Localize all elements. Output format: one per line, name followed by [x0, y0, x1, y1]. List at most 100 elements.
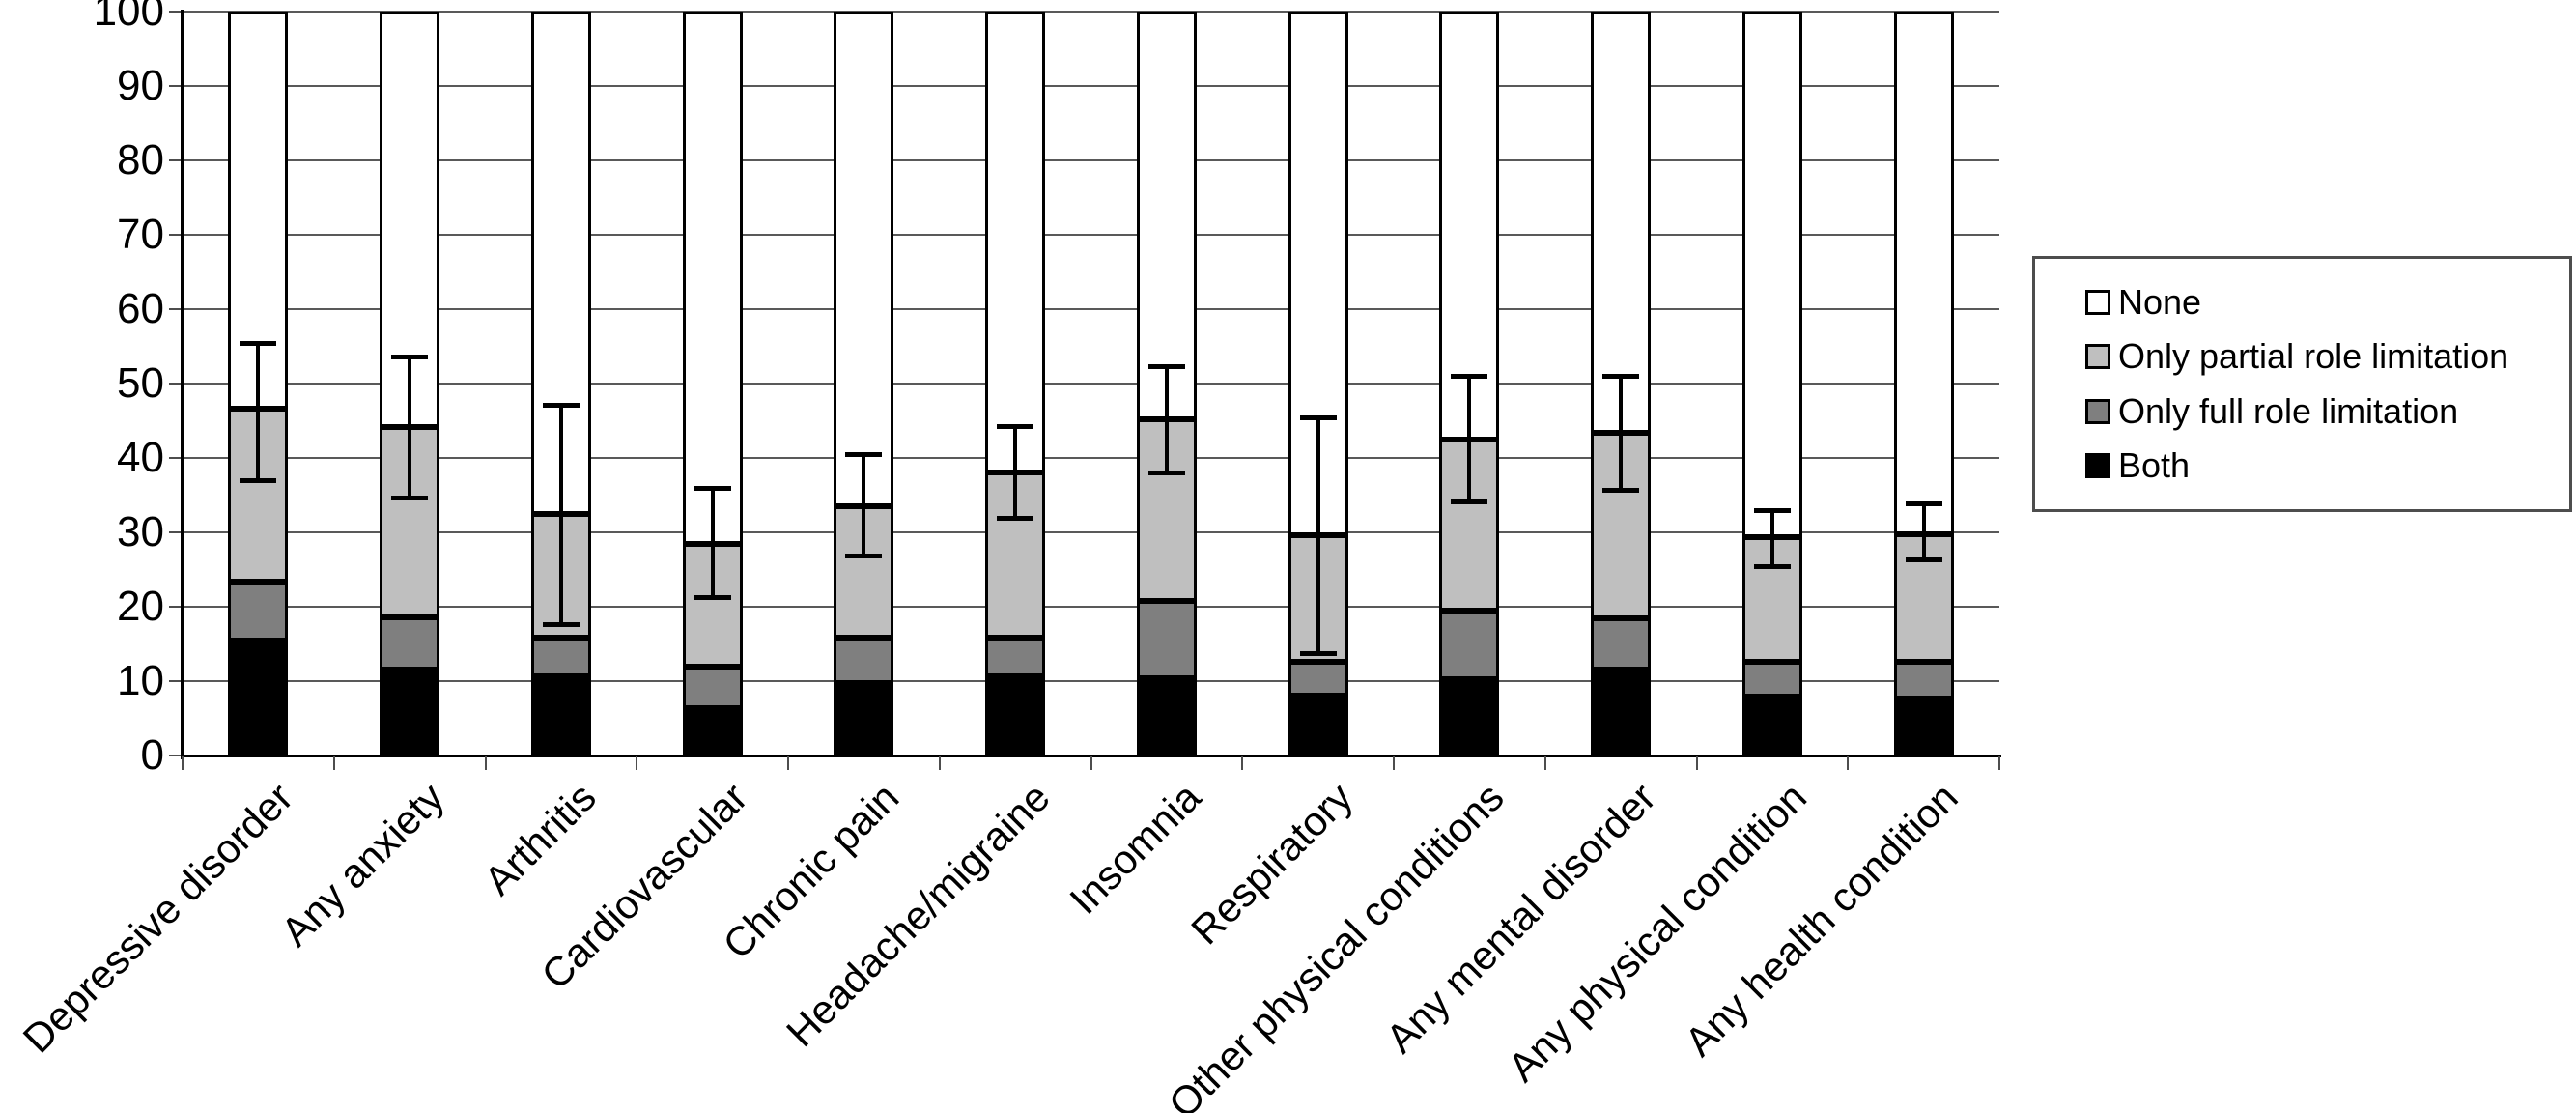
gridline [183, 85, 1999, 87]
gridline [183, 159, 1999, 161]
y-tick-label: 80 [117, 136, 164, 184]
error-bar-cap-bottom [1602, 488, 1640, 494]
legend-swatch-both [2085, 452, 2110, 478]
legend-swatch-none [2085, 290, 2110, 316]
legend-label: Only partial role limitation [2118, 336, 2509, 377]
error-bar-cap-top [845, 452, 883, 458]
bar-segment-only-partial-role-limitation [1136, 418, 1197, 601]
legend-swatch-only-full-role-limitation [2085, 398, 2110, 424]
x-axis-tick [1998, 756, 2000, 770]
y-axis-tick [169, 383, 183, 385]
x-category-label: Headache/migraine [777, 774, 1059, 1056]
error-bar-stem [408, 356, 412, 498]
legend-swatch-only-partial-role-limitation [2085, 344, 2110, 370]
x-axis-tick [484, 756, 487, 770]
bar-segment-only-full-role-limitation [530, 638, 591, 677]
x-category-label: Any physical condition [1499, 774, 1816, 1091]
x-axis-tick [1543, 756, 1546, 770]
bar-segment-both [1591, 669, 1652, 756]
gridline [183, 11, 1999, 13]
bar-segment-only-full-role-limitation [1591, 618, 1652, 670]
error-bar-cap-bottom [1905, 556, 1942, 562]
error-bar-cap-top [391, 354, 429, 359]
bar-segment-both [530, 676, 591, 756]
y-axis-tick [169, 606, 183, 608]
gridline [183, 308, 1999, 310]
x-axis-tick [636, 756, 638, 770]
error-bar-stem [1921, 502, 1926, 559]
legend-item: Only partial role limitation [2085, 336, 2560, 377]
x-category-label: Any mental disorder [1376, 774, 1664, 1062]
y-tick-label: 30 [117, 508, 164, 556]
gridline [183, 383, 1999, 385]
x-axis-tick [1847, 756, 1850, 770]
gridline [183, 531, 1999, 533]
bar-segment-both [1439, 679, 1500, 756]
gridline [183, 680, 1999, 682]
error-bar-cap-top [1147, 363, 1185, 369]
bar-segment-none [1741, 12, 1802, 537]
bar-segment-both [1741, 697, 1802, 756]
y-axis-tick [169, 680, 183, 682]
bar-segment-both [682, 707, 743, 756]
y-tick-label: 100 [93, 0, 164, 35]
gridline [183, 606, 1999, 608]
x-category-label: Any health condition [1676, 774, 1967, 1066]
y-tick-label: 0 [140, 731, 164, 779]
error-bar-cap-bottom [1753, 563, 1791, 569]
error-bar-cap-bottom [1451, 499, 1488, 504]
y-axis-tick [169, 755, 183, 756]
x-category-label: Arthritis [474, 774, 605, 904]
bar-segment-only-full-role-limitation [834, 638, 894, 683]
legend-label: None [2118, 282, 2202, 323]
bar-segment-both [228, 641, 289, 756]
bar-segment-none [1136, 12, 1197, 419]
error-bar-cap-top [1602, 373, 1640, 379]
legend-label: Both [2118, 444, 2191, 485]
error-bar-cap-top [240, 340, 277, 346]
x-category-label: Any anxiety [271, 774, 453, 956]
error-bar-cap-top [542, 402, 580, 408]
y-tick-label: 50 [117, 359, 164, 407]
bar-segment-only-full-role-limitation [228, 581, 289, 642]
x-axis-tick [787, 756, 789, 770]
error-bar-cap-bottom [1299, 650, 1337, 656]
y-tick-label: 20 [117, 583, 164, 630]
y-tick-label: 70 [117, 211, 164, 258]
x-axis-tick [332, 756, 335, 770]
error-bar-cap-bottom [694, 594, 731, 600]
bar-segment-both [1893, 698, 1954, 756]
bar-segment-none [682, 12, 743, 545]
x-category-label: Depressive disorder [14, 774, 301, 1062]
error-bar-stem [1164, 365, 1169, 473]
error-bar-stem [1316, 416, 1320, 653]
x-axis-tick [1695, 756, 1698, 770]
bar-segment-only-full-role-limitation [1439, 610, 1500, 680]
error-bar-cap-bottom [391, 495, 429, 500]
bar-segment-only-partial-role-limitation [1591, 432, 1652, 619]
bar-segment-only-full-role-limitation [1136, 600, 1197, 678]
legend-label: Only full role limitation [2118, 390, 2459, 431]
bar-segment-only-full-role-limitation [682, 667, 743, 708]
y-axis-tick [169, 308, 183, 310]
legend: None Only partial role limitation Only ful… [2032, 256, 2572, 512]
bar-segment-only-full-role-limitation [380, 616, 440, 670]
error-bar-cap-top [1905, 500, 1942, 506]
error-bar-cap-bottom [542, 621, 580, 627]
y-tick-label: 40 [117, 434, 164, 481]
bar-segment-both [834, 682, 894, 756]
bar-segment-only-full-role-limitation [1893, 661, 1954, 699]
error-bar-cap-bottom [1147, 471, 1185, 476]
y-tick-label: 60 [117, 285, 164, 332]
y-tick-label: 10 [117, 657, 164, 704]
error-bar-stem [710, 487, 715, 597]
y-axis-tick [169, 11, 183, 13]
legend-item: Both [2085, 445, 2560, 486]
error-bar-cap-top [1451, 373, 1488, 379]
error-bar-stem [862, 454, 866, 556]
x-axis-tick [938, 756, 941, 770]
error-bar-stem [1013, 425, 1018, 519]
bar-segment-both [380, 669, 440, 756]
bar-segment-only-full-role-limitation [1288, 661, 1348, 696]
